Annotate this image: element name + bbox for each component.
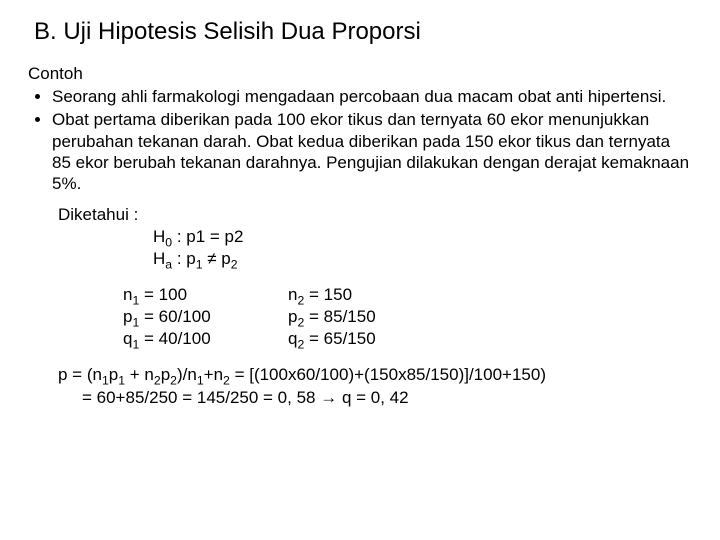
- h0-line: H0 : p1 = p2: [153, 226, 692, 248]
- ha-p1sub: 1: [196, 257, 203, 271]
- q2: q2 = 65/150: [288, 328, 453, 350]
- ha-p: : p: [172, 249, 196, 268]
- list-item: Obat pertama diberikan pada 100 ekor tik…: [52, 109, 692, 194]
- n1: n1 = 100: [123, 284, 288, 306]
- q1: q1 = 40/100: [123, 328, 288, 350]
- n2: n2 = 150: [288, 284, 453, 306]
- final-line1: p = (n1p1 + n2p2)/n1+n2 = [(100x60/100)+…: [58, 364, 692, 387]
- final-line2: = 60+85/250 = 145/250 = 0, 58 → q = 0, 4…: [82, 387, 692, 410]
- ha-ne: ≠ p: [203, 249, 231, 268]
- ha-h: H: [153, 249, 165, 268]
- vars-col-1: n1 = 100 p1 = 60/100 q1 = 40/100: [123, 284, 288, 350]
- variables-row: n1 = 100 p1 = 60/100 q1 = 40/100 n2 = 15…: [123, 284, 692, 350]
- hypotheses: H0 : p1 = p2 Ha : p1 ≠ p2: [153, 226, 692, 270]
- final-computation: p = (n1p1 + n2p2)/n1+n2 = [(100x60/100)+…: [58, 364, 692, 410]
- ha-line: Ha : p1 ≠ p2: [153, 248, 692, 270]
- contoh-heading: Contoh: [28, 64, 692, 84]
- list-item: Seorang ahli farmakologi mengadaan perco…: [52, 86, 692, 107]
- bullet-list: Seorang ahli farmakologi mengadaan perco…: [28, 86, 692, 194]
- page-title: B. Uji Hipotesis Selisih Dua Proporsi: [34, 18, 692, 46]
- p2: p2 = 85/150: [288, 306, 453, 328]
- diketahui-label: Diketahui :: [58, 204, 692, 226]
- ha-p2sub: 2: [231, 257, 238, 271]
- p1: p1 = 60/100: [123, 306, 288, 328]
- h0-h: H: [153, 227, 165, 246]
- h0-rest: : p1 = p2: [172, 227, 243, 246]
- vars-col-2: n2 = 150 p2 = 85/150 q2 = 65/150: [288, 284, 453, 350]
